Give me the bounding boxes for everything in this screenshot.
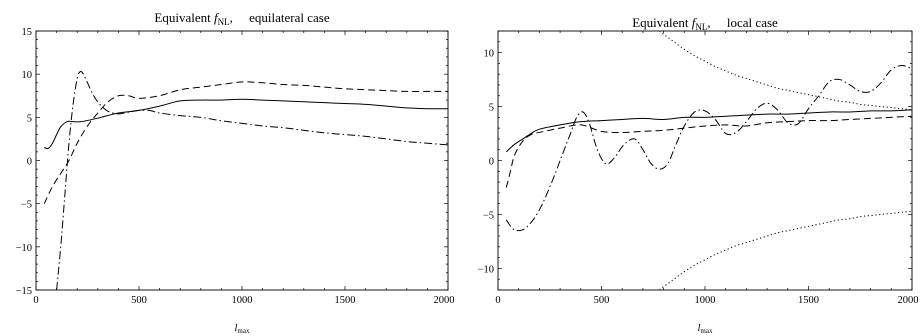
series-line-dashdot xyxy=(505,65,912,232)
x-tick-label: 2000 xyxy=(898,295,919,306)
y-tick-label: 5 xyxy=(27,113,32,124)
title-symbol: f xyxy=(214,10,220,25)
title-symbol: f xyxy=(692,15,698,30)
axis-ticks: 0 500 1000 1500 2000 −15 −10 −5 0 5 10 15 xyxy=(16,27,455,306)
y-tick-label: 0 xyxy=(27,157,32,168)
y-tick-label: 15 xyxy=(22,27,33,38)
series-group xyxy=(505,31,912,290)
series-line-solid xyxy=(505,109,912,153)
title-suffix: , equilateral case xyxy=(230,10,330,25)
y-tick-label: 10 xyxy=(22,70,33,81)
x-tick-label: 2000 xyxy=(434,295,455,306)
x-tick-label: 1000 xyxy=(232,295,253,306)
title-subscript: NL xyxy=(695,22,707,32)
series-group xyxy=(43,70,448,290)
panel-title-equilateral: Equivalent fNL, equilateral case xyxy=(154,10,329,27)
x-tick-label: 0 xyxy=(33,295,38,306)
y-tick-label: −5 xyxy=(21,200,32,211)
title-prefix: Equivalent xyxy=(632,15,692,30)
plot-frame xyxy=(35,30,449,291)
x-axis-label-sub: max xyxy=(237,327,250,335)
x-tick-label: 1000 xyxy=(695,295,716,306)
x-axis-label-main: l xyxy=(235,323,238,334)
x-tick-label: 0 xyxy=(495,295,500,306)
x-axis-label: lmax xyxy=(698,323,713,335)
panel-local: Equivalent fNL, local case 0 500 1000 1500 2… xyxy=(478,15,919,335)
axis-ticks: 0 500 1000 1500 2000 −10 −5 0 5 10 xyxy=(478,30,919,306)
series-line-solid xyxy=(44,98,448,150)
x-axis-label-main: l xyxy=(698,323,701,334)
y-tick-label: −10 xyxy=(16,243,32,254)
x-tick-label: 500 xyxy=(594,295,610,306)
x-tick-label: 500 xyxy=(131,295,147,306)
title-prefix: Equivalent xyxy=(154,10,214,25)
series-line-dashed xyxy=(505,115,912,188)
y-tick-label: 5 xyxy=(489,103,494,114)
y-tick-label: 10 xyxy=(484,49,495,60)
x-axis-label-sub: max xyxy=(700,327,713,335)
plot-frame xyxy=(497,30,913,291)
panel-title-local: Equivalent fNL, local case xyxy=(632,15,778,32)
title-suffix: , local case xyxy=(707,15,778,30)
series-line-dashed xyxy=(43,81,448,204)
y-tick-label: −10 xyxy=(478,264,494,275)
x-tick-label: 1500 xyxy=(798,295,819,306)
y-tick-label: 0 xyxy=(489,157,494,168)
panel-equilateral: Equivalent fNL, equilateral case 0 500 100… xyxy=(16,10,455,335)
x-tick-label: 1500 xyxy=(335,295,356,306)
title-subscript: NL xyxy=(218,17,230,27)
series-line-dotted xyxy=(659,31,912,111)
y-tick-label: −15 xyxy=(16,286,32,297)
x-axis-label: lmax xyxy=(235,323,250,335)
y-tick-label: −5 xyxy=(483,210,494,221)
series-line-dashdot xyxy=(56,70,448,290)
series-line-dotted xyxy=(659,210,912,290)
